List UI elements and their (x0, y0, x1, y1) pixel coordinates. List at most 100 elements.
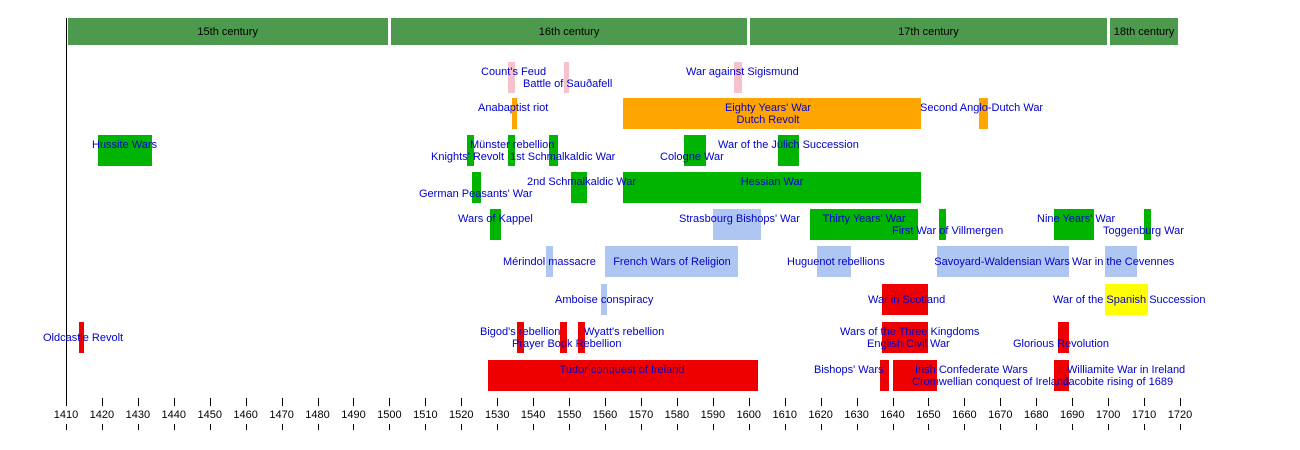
event-bar[interactable] (511, 98, 517, 129)
event-bar[interactable] (570, 172, 588, 203)
event-label[interactable]: Knights' Revolt (431, 151, 505, 163)
event-bar[interactable] (892, 360, 938, 391)
event-label[interactable]: Amboise conspiracy (555, 294, 654, 306)
event-label[interactable]: Oldcastle Revolt (43, 332, 124, 344)
event-bar[interactable] (1104, 284, 1148, 315)
event-label[interactable]: Jacobite rising of 1689 (1063, 376, 1174, 388)
century-header-block: 16th century (390, 18, 748, 45)
event-label[interactable]: Cromwellian conquest of Ireland (912, 376, 1070, 388)
event-label[interactable]: Wyatt's rebellion (584, 326, 665, 338)
event-label[interactable]: Prayer Book Rebellion (512, 338, 622, 350)
event-bar[interactable] (712, 209, 762, 240)
event-bar[interactable] (937, 246, 1069, 277)
event-bar[interactable] (516, 322, 525, 353)
axis-year-label: 1520 (449, 409, 474, 421)
century-header-label: 16th century (538, 25, 600, 38)
event-label[interactable]: Cologne War (660, 151, 724, 163)
event-bar[interactable] (734, 62, 742, 93)
event-bar[interactable] (623, 172, 922, 203)
event-bar[interactable] (508, 135, 516, 166)
event-bar[interactable] (684, 135, 706, 166)
event-label[interactable]: Count's Feud (481, 66, 547, 78)
event-bar[interactable] (809, 209, 918, 240)
event-label[interactable]: Battle of Sauðafell (523, 78, 613, 90)
event-bar[interactable] (817, 246, 852, 277)
event-bar[interactable] (939, 209, 947, 240)
event-bar[interactable] (881, 284, 929, 315)
event-label[interactable]: French Wars of Religion (613, 256, 731, 268)
axis-year-label: 1480 (305, 409, 330, 421)
axis-tick-bottom (892, 424, 894, 430)
axis-tick-bottom (137, 424, 139, 430)
event-bar[interactable] (1104, 246, 1137, 277)
event-bar[interactable] (978, 98, 988, 129)
axis-tick-top (497, 398, 499, 406)
event-label[interactable]: 2nd Schmalkaldic War (527, 176, 637, 188)
event-label[interactable]: Hussite Wars (92, 139, 157, 151)
event-bar[interactable] (881, 322, 929, 353)
event-label[interactable]: Wars of the Three Kingdoms (840, 326, 980, 338)
axis-year-label: 1540 (520, 409, 546, 421)
event-bar[interactable] (1144, 209, 1152, 240)
axis-year-label: 1680 (1024, 409, 1049, 421)
event-label[interactable]: War in Scotland (868, 294, 946, 306)
axis-year-label: 1450 (197, 409, 222, 421)
event-label[interactable]: First War of Villmergen (892, 225, 1004, 237)
event-bar[interactable] (601, 284, 607, 315)
event-bar[interactable] (490, 209, 501, 240)
event-bar[interactable] (472, 172, 482, 203)
event-label[interactable]: Irish Confederate Wars (915, 364, 1028, 376)
event-label[interactable]: Toggenburg War (1103, 225, 1184, 237)
event-label[interactable]: Eighty Years' War (724, 102, 812, 114)
event-bar[interactable] (466, 135, 474, 166)
event-label[interactable]: 1st Schmalkaldic War (510, 151, 616, 163)
event-label[interactable]: Dutch Revolt (736, 114, 800, 126)
axis-year-label: 1510 (413, 409, 438, 421)
event-label[interactable]: War of the Jülich Succession (718, 139, 859, 151)
event-label[interactable]: German Peasants' War (419, 188, 533, 200)
event-bar[interactable] (78, 322, 84, 353)
event-label[interactable]: Savoyard-Waldensian Wars (934, 256, 1070, 268)
event-label[interactable]: Anabaptist riot (478, 102, 549, 114)
axis-tick-bottom (461, 424, 463, 430)
axis-year-label: 1600 (736, 409, 762, 421)
event-bar[interactable] (508, 62, 516, 93)
axis-tick-bottom (784, 424, 786, 430)
event-label[interactable]: War in the Cevennes (1072, 256, 1175, 268)
event-bar[interactable] (98, 135, 153, 166)
event-label[interactable]: Mérindol massacre (503, 256, 596, 268)
event-bar[interactable] (777, 135, 800, 166)
event-label[interactable]: Glorious Revolution (1013, 338, 1109, 350)
event-label[interactable]: War of the Spanish Succession (1053, 294, 1206, 306)
event-label[interactable]: War against Sigismund (686, 66, 799, 78)
event-label[interactable]: Tudor conquest of Ireland (559, 364, 685, 376)
axis-year-label: 1560 (592, 409, 618, 421)
event-label[interactable]: Strasbourg Bishops' War (679, 213, 800, 225)
event-label[interactable]: Bigod's rebellion (480, 326, 561, 338)
event-bar[interactable] (563, 62, 570, 93)
event-bar[interactable] (1054, 360, 1069, 391)
event-label[interactable]: Hessian War (740, 176, 804, 188)
event-label[interactable]: Münster rebellion (470, 139, 555, 151)
event-label[interactable]: English Civil War (867, 338, 950, 350)
event-bar[interactable] (549, 135, 559, 166)
event-label[interactable]: Second Anglo-Dutch War (920, 102, 1044, 114)
event-bar[interactable] (623, 98, 922, 129)
axis-year-label: 1470 (269, 409, 294, 421)
event-label[interactable]: Wars of Kappel (458, 213, 533, 225)
event-bar[interactable] (1054, 209, 1094, 240)
event-bar[interactable] (545, 246, 553, 277)
event-label[interactable]: Huguenot rebellions (787, 256, 885, 268)
event-bar[interactable] (578, 322, 586, 353)
axis-tick-bottom (389, 424, 391, 430)
event-label[interactable]: Williamite War in Ireland (1067, 364, 1186, 376)
event-bar[interactable] (560, 322, 568, 353)
event-label[interactable]: Bishops' Wars (814, 364, 884, 376)
event-label[interactable]: Thirty Years' War (822, 213, 906, 225)
event-bar[interactable] (488, 360, 758, 391)
event-bar[interactable] (879, 360, 889, 391)
event-bar[interactable] (1057, 322, 1069, 353)
event-label[interactable]: Nine Years' War (1037, 213, 1116, 225)
axis-year-label: 1690 (1059, 409, 1085, 421)
event-bar[interactable] (605, 246, 738, 277)
